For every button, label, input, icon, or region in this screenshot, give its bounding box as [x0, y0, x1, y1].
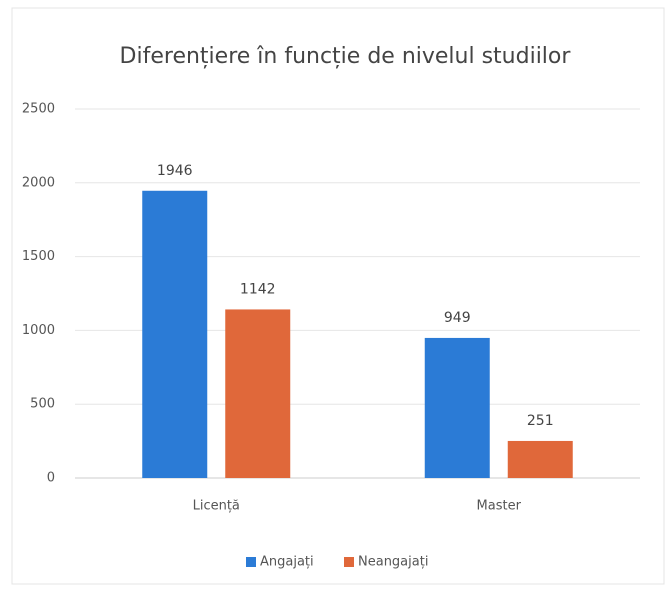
bar — [142, 190, 208, 479]
legend-label: Neangajați — [358, 555, 428, 570]
legend-label: Angajați — [260, 555, 314, 570]
bar — [507, 440, 573, 478]
y-tick-label: 500 — [30, 397, 55, 412]
x-tick-label: Licență — [193, 499, 240, 514]
legend-swatch — [344, 557, 354, 567]
bar — [225, 309, 291, 478]
x-tick-label: Master — [477, 499, 522, 514]
y-tick-label: 1500 — [22, 249, 55, 264]
legend-swatch — [246, 557, 256, 567]
y-tick-label: 0 — [47, 471, 55, 486]
y-tick-label: 2500 — [22, 102, 55, 117]
data-label: 251 — [527, 413, 554, 429]
y-tick-label: 1000 — [22, 323, 55, 338]
data-label: 949 — [444, 310, 471, 326]
chart-title: Diferențiere în funcție de nivelul studi… — [120, 44, 572, 69]
data-label: 1946 — [157, 163, 193, 179]
data-label: 1142 — [240, 281, 276, 297]
bar — [424, 337, 490, 478]
y-tick-label: 2000 — [22, 175, 55, 190]
chart-frame — [11, 7, 665, 585]
